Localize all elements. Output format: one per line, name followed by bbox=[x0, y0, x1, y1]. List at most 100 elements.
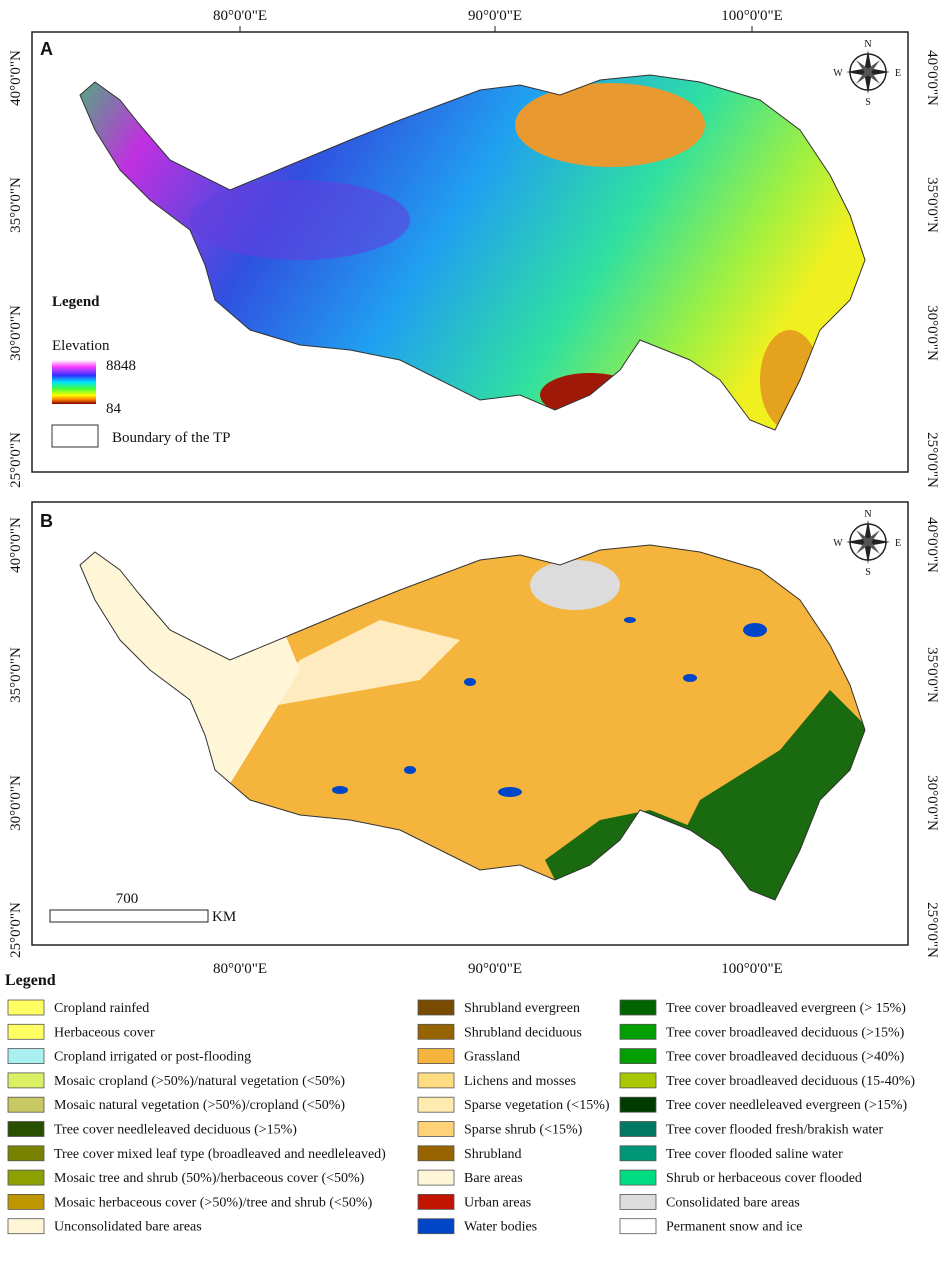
legend-label: Cropland rainfed bbox=[54, 1001, 149, 1016]
lat-label: 30°0'0"N bbox=[8, 775, 24, 831]
legend-swatch bbox=[7, 1169, 45, 1186]
legend-swatch bbox=[417, 999, 455, 1016]
legend-swatch bbox=[619, 1218, 657, 1235]
scale-bar bbox=[49, 909, 209, 923]
compass-label: N bbox=[864, 509, 871, 520]
legend-swatch bbox=[619, 1096, 657, 1113]
legend-swatch bbox=[619, 1072, 657, 1089]
legend-label: Shrubland evergreen bbox=[464, 1001, 580, 1016]
legend-label: Grassland bbox=[464, 1050, 520, 1065]
compass-label: S bbox=[865, 97, 871, 108]
lat-label: 30°0'0"N bbox=[924, 305, 940, 361]
lat-label: 35°0'0"N bbox=[924, 647, 940, 703]
legend-swatch bbox=[7, 1121, 45, 1137]
panel-label: A bbox=[40, 39, 53, 59]
lat-label: 30°0'0"N bbox=[924, 775, 940, 831]
legend-swatch bbox=[417, 1145, 455, 1162]
legend-swatch bbox=[417, 1121, 455, 1137]
boundary-label: Boundary of the TP bbox=[112, 430, 230, 446]
legend-label: Tree cover broadleaved deciduous (15-40%… bbox=[666, 1074, 915, 1089]
legend-swatch bbox=[7, 1072, 45, 1089]
legend-title: Legend bbox=[52, 294, 100, 310]
legend-label: Sparse vegetation (<15%) bbox=[464, 1098, 610, 1113]
legend-swatch bbox=[417, 1096, 455, 1113]
compass-label: E bbox=[895, 538, 901, 549]
legend-label: Shrubland deciduous bbox=[464, 1025, 582, 1040]
lon-label: 80°0'0"E bbox=[213, 8, 267, 24]
lat-label: 40°0'0"N bbox=[8, 517, 24, 573]
legend-label: Tree cover broadleaved evergreen (> 15%) bbox=[666, 1001, 906, 1016]
legend-swatch bbox=[619, 1048, 657, 1064]
legend-label: Consolidated bare areas bbox=[666, 1195, 800, 1210]
legend-label: Shrubland bbox=[464, 1147, 522, 1162]
elevation-bar bbox=[52, 360, 96, 404]
legend-label: Unconsolidated bare areas bbox=[54, 1220, 202, 1235]
legend-swatch bbox=[619, 1194, 657, 1210]
lat-label: 25°0'0"N bbox=[8, 432, 24, 488]
lat-label: 25°0'0"N bbox=[8, 902, 24, 958]
lat-label: 40°0'0"N bbox=[924, 517, 940, 573]
scale-value: 700 bbox=[116, 891, 139, 907]
legend-swatch bbox=[619, 1169, 657, 1186]
lat-label: 25°0'0"N bbox=[924, 432, 940, 488]
lat-label: 30°0'0"N bbox=[8, 305, 24, 361]
legend-label: Tree cover flooded saline water bbox=[666, 1147, 843, 1162]
legend-swatch bbox=[7, 1096, 45, 1113]
legend-swatch bbox=[417, 1048, 455, 1064]
lat-label: 40°0'0"N bbox=[8, 50, 24, 106]
legend-swatch bbox=[7, 1048, 45, 1064]
lat-label: 40°0'0"N bbox=[924, 50, 940, 106]
compass-label: W bbox=[833, 68, 843, 79]
legend-label: Mosaic cropland (>50%)/natural vegetatio… bbox=[54, 1074, 345, 1089]
legend-label: Tree cover needleleaved evergreen (>15%) bbox=[666, 1098, 907, 1113]
legend-label: Bare areas bbox=[464, 1171, 523, 1186]
legend-label: Tree cover mixed leaf type (broadleaved … bbox=[54, 1147, 386, 1162]
compass-label: E bbox=[895, 68, 901, 79]
boundary-swatch bbox=[51, 424, 99, 448]
lon-label: 90°0'0"E bbox=[468, 961, 522, 977]
legend-label: Mosaic tree and shrub (50%)/herbaceous c… bbox=[54, 1171, 365, 1186]
legend-label: Herbaceous cover bbox=[54, 1025, 155, 1040]
legend-label: Permanent snow and ice bbox=[666, 1220, 802, 1235]
legend-label: Shrub or herbaceous cover flooded bbox=[666, 1171, 862, 1186]
legend-label: Lichens and mosses bbox=[464, 1074, 576, 1089]
legend-label: Water bodies bbox=[464, 1220, 537, 1235]
legend-label: Mosaic natural vegetation (>50%)/croplan… bbox=[54, 1098, 345, 1113]
scale-unit: KM bbox=[212, 909, 236, 925]
lat-label: 35°0'0"N bbox=[8, 177, 24, 233]
panel-label: B bbox=[40, 511, 53, 531]
legend-swatch bbox=[417, 1023, 455, 1040]
legend-swatch bbox=[7, 1145, 45, 1162]
legend-swatch bbox=[417, 1194, 455, 1210]
legend-title: Legend bbox=[5, 972, 56, 989]
lat-label: 35°0'0"N bbox=[924, 177, 940, 233]
legend-swatch bbox=[7, 999, 45, 1016]
legend-label: Urban areas bbox=[464, 1195, 531, 1210]
lon-label: 80°0'0"E bbox=[213, 961, 267, 977]
legend-swatch bbox=[417, 1072, 455, 1089]
compass-label: S bbox=[865, 567, 871, 578]
legend-label: Mosaic herbaceous cover (>50%)/tree and … bbox=[54, 1195, 373, 1210]
legend-swatch bbox=[619, 1023, 657, 1040]
legend-label: Tree cover needleleaved deciduous (>15%) bbox=[54, 1123, 297, 1138]
legend-swatch bbox=[7, 1194, 45, 1210]
compass-label: W bbox=[833, 538, 843, 549]
lon-label: 100°0'0"E bbox=[721, 961, 783, 977]
lon-label: 100°0'0"E bbox=[721, 8, 783, 24]
legend-label: Tree cover flooded fresh/brakish water bbox=[666, 1123, 884, 1138]
compass-label: N bbox=[864, 39, 871, 50]
legend-swatch bbox=[619, 1121, 657, 1137]
elevation-title: Elevation bbox=[52, 338, 110, 354]
legend-swatch bbox=[7, 1218, 45, 1235]
legend-swatch bbox=[417, 1169, 455, 1186]
legend-swatch bbox=[619, 1145, 657, 1162]
lat-label: 35°0'0"N bbox=[8, 647, 24, 703]
lon-label: 90°0'0"E bbox=[468, 8, 522, 24]
elevation-min: 84 bbox=[106, 401, 122, 417]
legend-label: Tree cover broadleaved deciduous (>40%) bbox=[666, 1050, 905, 1065]
elevation-max: 8848 bbox=[106, 358, 136, 374]
legend-swatch bbox=[619, 999, 657, 1016]
legend-swatch bbox=[7, 1023, 45, 1040]
